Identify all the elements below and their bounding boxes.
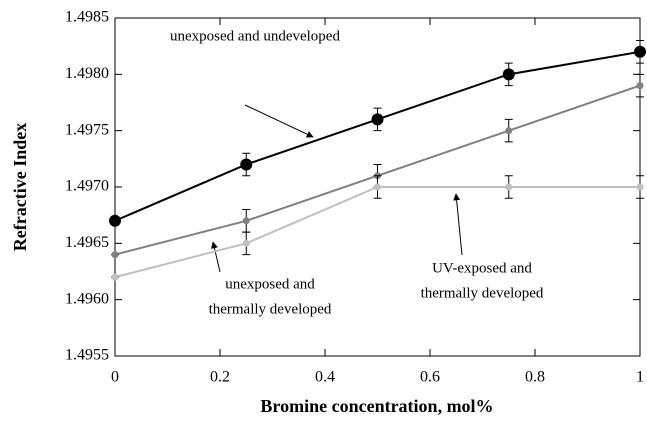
arrow	[211, 241, 221, 273]
data-point	[636, 82, 644, 90]
data-point	[505, 127, 513, 135]
annotation: unexposed and	[225, 276, 315, 292]
data-point	[371, 113, 384, 126]
y-tick-label: 1.4955	[65, 347, 109, 364]
x-tick-label: 0.4	[315, 369, 335, 386]
data-point	[374, 183, 381, 191]
y-tick-label: 1.4960	[65, 290, 109, 307]
y-tick-label: 1.4965	[65, 234, 109, 251]
y-tick-label: 1.4970	[65, 178, 109, 195]
y-axis-label: Refractive Index	[10, 123, 30, 251]
data-point	[242, 239, 250, 247]
x-tick-label: 1	[636, 369, 644, 386]
data-point	[636, 183, 644, 191]
arrow	[453, 193, 463, 256]
x-tick-label: 0.6	[420, 369, 440, 386]
x-tick-label: 0.8	[525, 369, 545, 386]
arrow	[244, 104, 314, 138]
series-line	[114, 186, 640, 279]
annotation: UV-exposed and	[432, 260, 532, 276]
x-axis-label: Bromine concentration, mol%	[260, 396, 493, 416]
y-tick-label: 1.4985	[65, 9, 109, 26]
annotation: thermally developed	[421, 285, 544, 301]
x-tick-label: 0	[111, 369, 119, 386]
data-point	[111, 251, 119, 259]
data-point	[109, 214, 121, 227]
annotation: thermally developed	[209, 301, 332, 317]
data-point	[502, 68, 515, 81]
data-point	[505, 183, 513, 191]
data-point	[242, 217, 250, 225]
x-tick-label: 0.2	[210, 369, 230, 386]
data-point	[111, 273, 119, 281]
data-point	[634, 45, 646, 58]
y-tick-label: 1.4975	[65, 121, 109, 138]
y-tick-label: 1.4980	[65, 65, 109, 82]
annotation: unexposed and undeveloped	[170, 28, 340, 44]
data-point	[240, 158, 253, 171]
